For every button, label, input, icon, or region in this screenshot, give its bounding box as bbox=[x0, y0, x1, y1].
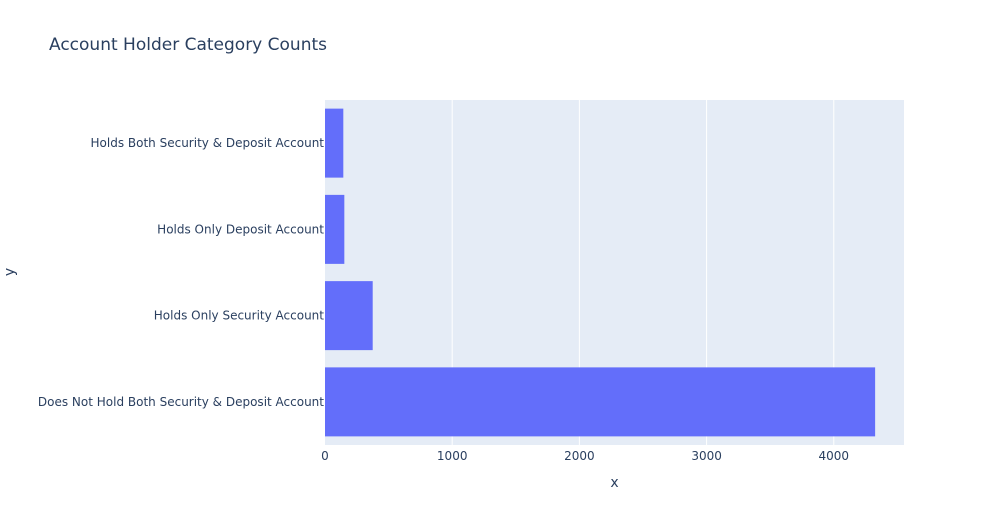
y-axis-label: y bbox=[2, 268, 18, 276]
x-tick-label: 3000 bbox=[691, 449, 722, 463]
bar bbox=[325, 367, 876, 437]
x-tick-label: 2000 bbox=[564, 449, 595, 463]
x-axis-label: x bbox=[610, 475, 618, 491]
x-tick-label: 0 bbox=[321, 449, 329, 463]
y-tick-label: Holds Only Security Account bbox=[154, 309, 325, 323]
x-tick-label: 1000 bbox=[437, 449, 468, 463]
bar bbox=[325, 281, 373, 351]
y-tick-labels: Does Not Hold Both Security & Deposit Ac… bbox=[38, 136, 324, 409]
bar bbox=[325, 108, 344, 178]
x-tick-label: 4000 bbox=[819, 449, 850, 463]
chart-title: Account Holder Category Counts bbox=[49, 35, 327, 55]
y-tick-label: Holds Only Deposit Account bbox=[157, 222, 324, 236]
y-tick-label: Does Not Hold Both Security & Deposit Ac… bbox=[38, 395, 324, 409]
bar bbox=[325, 194, 345, 264]
x-tick-labels: 0 1000 2000 3000 4000 bbox=[321, 449, 849, 463]
bars bbox=[325, 108, 876, 437]
y-tick-label: Holds Both Security & Deposit Account bbox=[91, 136, 325, 150]
